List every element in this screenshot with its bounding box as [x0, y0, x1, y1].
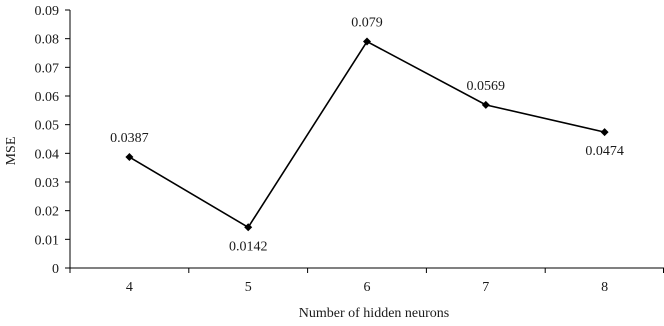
- y-tick-label: 0.09: [35, 4, 60, 19]
- data-label: 0.0142: [229, 239, 268, 254]
- y-axis: 0 0.01 0.02 0.03 0.04 0.05 0.06 0.07 0.08 0.09: [35, 4, 71, 277]
- x-axis-title: Number of hidden neurons: [299, 306, 449, 321]
- data-point-marker: [363, 37, 371, 46]
- y-tick-label: 0.07: [35, 61, 60, 76]
- data-point-marker: [125, 153, 134, 162]
- y-tick-label: 0.04: [35, 147, 60, 162]
- x-tick-label: 5: [245, 280, 252, 295]
- data-label: 0.0569: [467, 79, 506, 94]
- data-label: 0.079: [351, 16, 383, 31]
- x-tick-label: 6: [364, 280, 371, 295]
- y-axis-title: MSE: [4, 137, 19, 166]
- x-tick-label: 8: [601, 280, 608, 295]
- y-tick-label: 0.03: [35, 176, 60, 191]
- data-point-marker: [481, 100, 490, 109]
- x-tick-label: 7: [482, 280, 489, 295]
- series-line: [128, 40, 605, 229]
- data-point-marker: [600, 128, 609, 137]
- y-tick-label: 0.02: [35, 205, 60, 220]
- y-tick-label: 0.05: [35, 119, 60, 134]
- plot-area: 0.0387 0.0142 0.079 0.0569 0.0474: [110, 16, 624, 255]
- data-label: 0.0387: [110, 131, 149, 146]
- x-axis: 4 5 6 7 8: [69, 267, 664, 295]
- y-tick-label: 0.01: [35, 233, 60, 248]
- y-tick-label: 0.06: [35, 90, 60, 105]
- y-tick-label: 0.08: [35, 33, 60, 48]
- x-tick-label: 4: [126, 280, 133, 295]
- data-label: 0.0474: [585, 144, 624, 159]
- y-tick-label: 0: [52, 262, 59, 277]
- data-point-marker: [244, 223, 253, 232]
